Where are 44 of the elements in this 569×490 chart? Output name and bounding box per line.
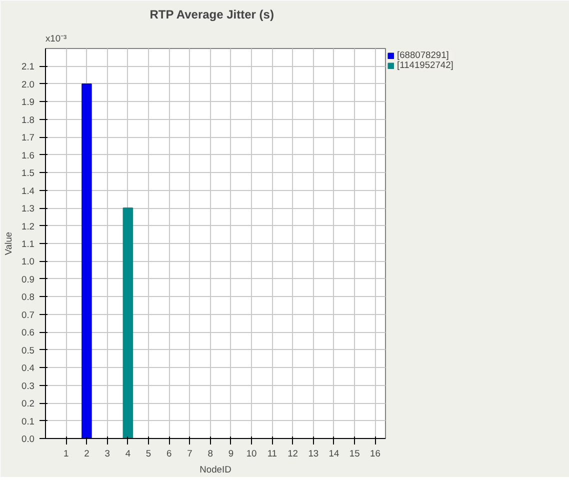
x-tick-label: 4: [125, 448, 131, 458]
y-tick-label: 1.7: [22, 132, 34, 143]
y-tick-label: 0.0: [22, 434, 34, 444]
x-tick-label: 1: [64, 448, 69, 458]
text: x10⁻³: [46, 34, 67, 44]
y-tick-label: 1.0: [22, 256, 34, 267]
y-axis-title: Value: [4, 232, 14, 256]
y-tick-label: 1.8: [22, 114, 34, 125]
y-tick-label: 1.3: [22, 204, 34, 214]
x-tick-label: 5: [146, 448, 152, 458]
x-tick-label: 2: [84, 448, 90, 458]
y-tick-label: 0.7: [22, 310, 34, 320]
legend-label: [1141952742]: [397, 60, 454, 70]
x-tick-label: 12: [288, 448, 298, 458]
y-tick-label: 0.1: [22, 416, 34, 426]
x-tick-label: 15: [349, 448, 360, 458]
y-tick-label: 0.2: [22, 398, 34, 409]
y-tick-label: 1.9: [22, 97, 34, 108]
y-tick-label: 0.5: [22, 345, 34, 356]
y-tick-label: 1.5: [22, 168, 34, 178]
y-tick-label: 2.1: [22, 62, 34, 72]
chart-title: RTP Average Jitter (s): [150, 8, 274, 22]
x-tick-label: 3: [104, 448, 110, 458]
legend-label: [688078291]: [397, 50, 449, 60]
x-tick-label: 9: [228, 448, 234, 458]
y-tick-label: 1.4: [22, 186, 34, 196]
x-tick-label: 8: [208, 448, 213, 458]
y-tick-label: 1.6: [22, 150, 34, 160]
x-tick-label: 16: [370, 448, 380, 458]
x-tick-label: 6: [166, 448, 172, 458]
x-tick-label: 10: [246, 448, 257, 458]
y-tick-label: 1.2: [22, 221, 34, 232]
x-axis-title: NodeID: [200, 464, 232, 474]
y-tick-label: 0.3: [22, 380, 34, 391]
x-tick-label: 7: [187, 448, 192, 458]
x-tick-label: 11: [267, 448, 278, 458]
y-tick-label: 0.8: [22, 292, 34, 302]
x-tick-label: 13: [308, 448, 319, 458]
y-tick-label: 0.6: [22, 328, 34, 338]
x-tick-label: 14: [328, 448, 340, 458]
y-tick-label: 2.0: [22, 79, 34, 90]
y-tick-label: 1.1: [22, 239, 34, 249]
y-tick-label: 0.4: [22, 363, 34, 374]
y-tick-label: 0.9: [22, 274, 34, 284]
